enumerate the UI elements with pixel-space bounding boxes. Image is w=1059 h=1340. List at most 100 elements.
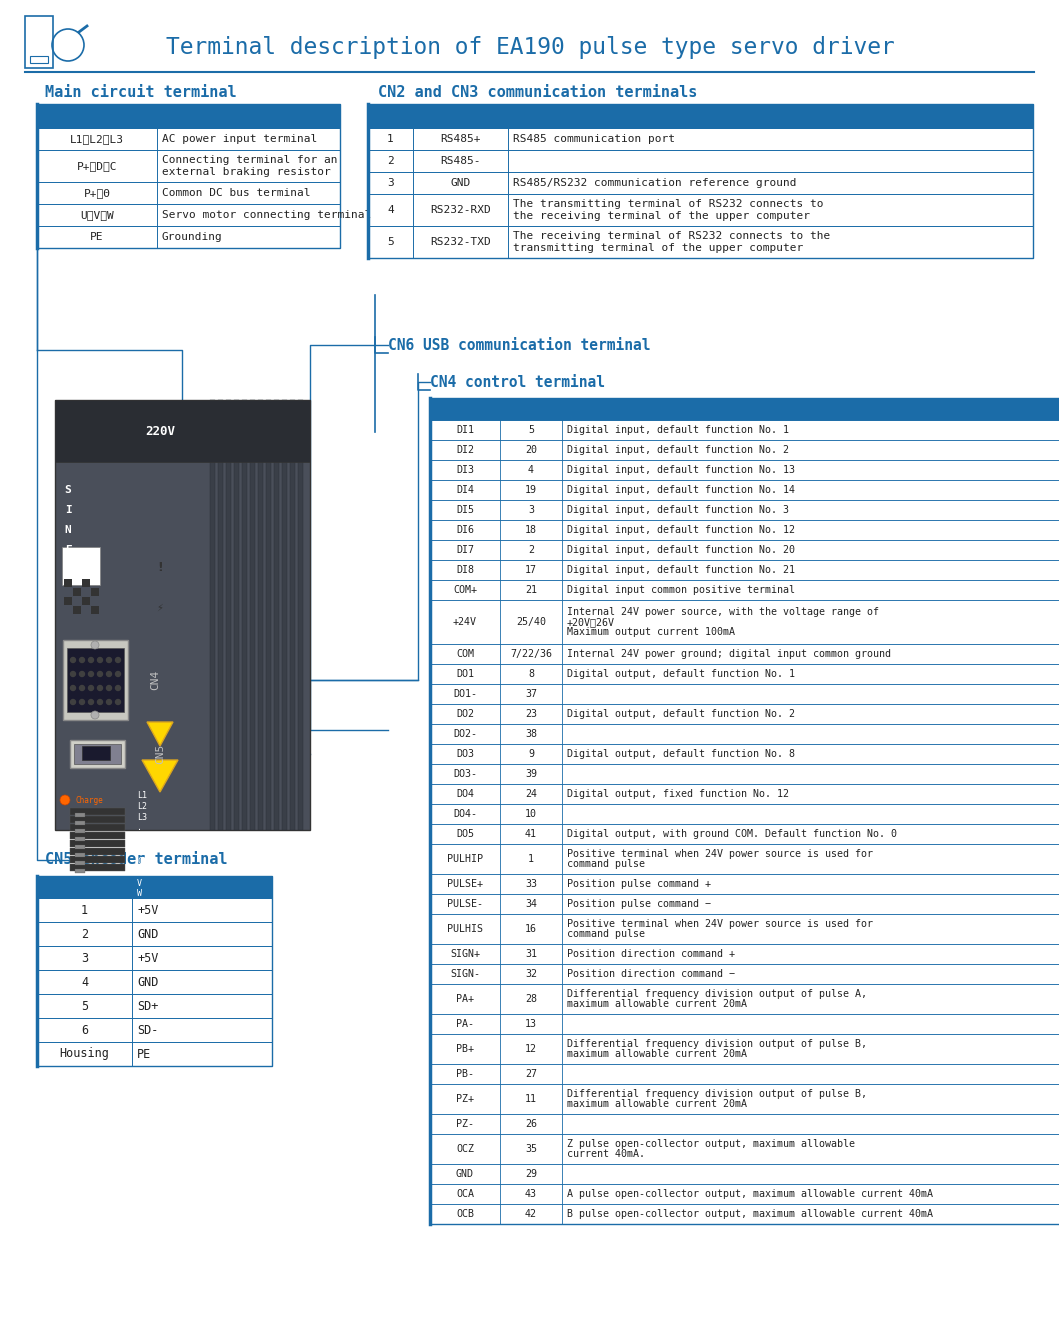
Bar — [91, 606, 98, 614]
Bar — [430, 1034, 1059, 1064]
Text: RS232-TXD: RS232-TXD — [430, 237, 491, 247]
Bar — [37, 994, 272, 1018]
Text: 4: 4 — [388, 205, 394, 214]
Bar — [37, 898, 272, 922]
Text: W: W — [137, 890, 142, 899]
Text: 20: 20 — [525, 445, 537, 456]
Bar — [234, 401, 239, 829]
Text: GND: GND — [137, 976, 159, 989]
Bar — [430, 580, 1059, 600]
Bar — [367, 105, 1033, 259]
Bar — [258, 401, 263, 829]
Bar — [430, 1084, 1059, 1114]
Text: Maximum output current 100mA: Maximum output current 100mA — [567, 627, 735, 638]
Text: Position pulse command −: Position pulse command − — [567, 899, 711, 909]
Bar — [70, 740, 125, 768]
Text: DO1: DO1 — [456, 669, 474, 679]
Text: Digital output, default function No. 8: Digital output, default function No. 8 — [567, 749, 795, 758]
Text: 11: 11 — [525, 1093, 537, 1104]
Text: DO2-: DO2- — [453, 729, 477, 738]
Bar — [430, 419, 1059, 440]
Text: RS485/RS232 communication reference ground: RS485/RS232 communication reference grou… — [513, 178, 796, 188]
Text: command pulse: command pulse — [567, 929, 645, 939]
Text: RS485-: RS485- — [441, 155, 481, 166]
Bar — [70, 864, 125, 871]
Circle shape — [79, 671, 85, 677]
Text: Digital input, default function No. 2: Digital input, default function No. 2 — [567, 445, 789, 456]
Text: 23: 23 — [525, 709, 537, 720]
Text: P+、D、C: P+、D、C — [76, 161, 118, 172]
Text: +5V: +5V — [137, 903, 159, 917]
Bar — [37, 226, 340, 248]
Bar — [430, 844, 1059, 874]
Text: +20V～26V: +20V～26V — [567, 616, 615, 627]
Bar — [430, 1134, 1059, 1164]
Circle shape — [79, 658, 85, 662]
Text: 26: 26 — [525, 1119, 537, 1130]
Bar — [82, 746, 110, 760]
Text: OCA: OCA — [456, 1189, 474, 1199]
Text: RS232-RXD: RS232-RXD — [430, 205, 491, 214]
Circle shape — [107, 671, 111, 677]
Text: Digital output, fixed function No. 12: Digital output, fixed function No. 12 — [567, 789, 789, 799]
Text: DI2: DI2 — [456, 445, 474, 456]
Text: CN5: CN5 — [155, 744, 165, 764]
Text: 41: 41 — [525, 829, 537, 839]
Bar — [70, 840, 125, 847]
Circle shape — [89, 658, 93, 662]
Bar — [37, 182, 340, 204]
Text: PB+: PB+ — [456, 1044, 474, 1055]
Text: !: ! — [157, 560, 163, 574]
Text: PULSE+: PULSE+ — [447, 879, 483, 888]
Bar — [91, 588, 98, 596]
Text: 6: 6 — [80, 1024, 88, 1037]
Bar — [64, 579, 72, 587]
Bar — [70, 824, 125, 831]
Text: L1: L1 — [137, 791, 147, 800]
Text: 12: 12 — [525, 1044, 537, 1055]
Bar — [75, 854, 85, 858]
Bar — [64, 598, 72, 604]
Bar — [430, 824, 1059, 844]
Circle shape — [115, 686, 121, 690]
Bar — [430, 764, 1059, 784]
Text: DI7: DI7 — [456, 545, 474, 555]
Bar — [70, 848, 125, 855]
Text: 28: 28 — [525, 994, 537, 1004]
Text: 4: 4 — [528, 465, 534, 474]
Text: DO2: DO2 — [456, 709, 474, 720]
Text: Digital output, default function No. 2: Digital output, default function No. 2 — [567, 709, 795, 720]
Bar — [282, 401, 287, 829]
Bar — [218, 401, 223, 829]
Text: DO5: DO5 — [456, 829, 474, 839]
Bar — [210, 401, 215, 829]
Bar — [70, 808, 125, 815]
Bar — [37, 922, 272, 946]
Text: B pulse open-collector output, maximum allowable current 40mA: B pulse open-collector output, maximum a… — [567, 1209, 933, 1219]
Bar — [37, 105, 340, 248]
Text: 29: 29 — [525, 1168, 537, 1179]
Text: Digital input, default function No. 20: Digital input, default function No. 20 — [567, 545, 795, 555]
Bar — [430, 540, 1059, 560]
Bar — [74, 744, 121, 764]
Bar — [298, 401, 303, 829]
Text: Grounding: Grounding — [162, 232, 222, 243]
Bar — [55, 401, 310, 462]
Text: RS485+: RS485+ — [441, 134, 481, 143]
Bar — [430, 560, 1059, 580]
Text: Digital input, default function No. 3: Digital input, default function No. 3 — [567, 505, 789, 515]
Text: E: E — [65, 545, 71, 555]
Text: E: E — [65, 565, 71, 575]
Bar — [266, 401, 271, 829]
Text: P+: P+ — [137, 835, 147, 843]
Bar — [430, 665, 1059, 683]
Text: PULHIS: PULHIS — [447, 925, 483, 934]
Bar — [367, 150, 1033, 172]
Circle shape — [91, 641, 98, 649]
Text: 9: 9 — [528, 749, 534, 758]
Text: Differential frequency division output of pulse A,: Differential frequency division output o… — [567, 989, 867, 998]
Text: Common DC bus terminal: Common DC bus terminal — [162, 188, 310, 198]
Text: 10: 10 — [525, 809, 537, 819]
Circle shape — [97, 658, 103, 662]
Text: 19: 19 — [525, 485, 537, 494]
